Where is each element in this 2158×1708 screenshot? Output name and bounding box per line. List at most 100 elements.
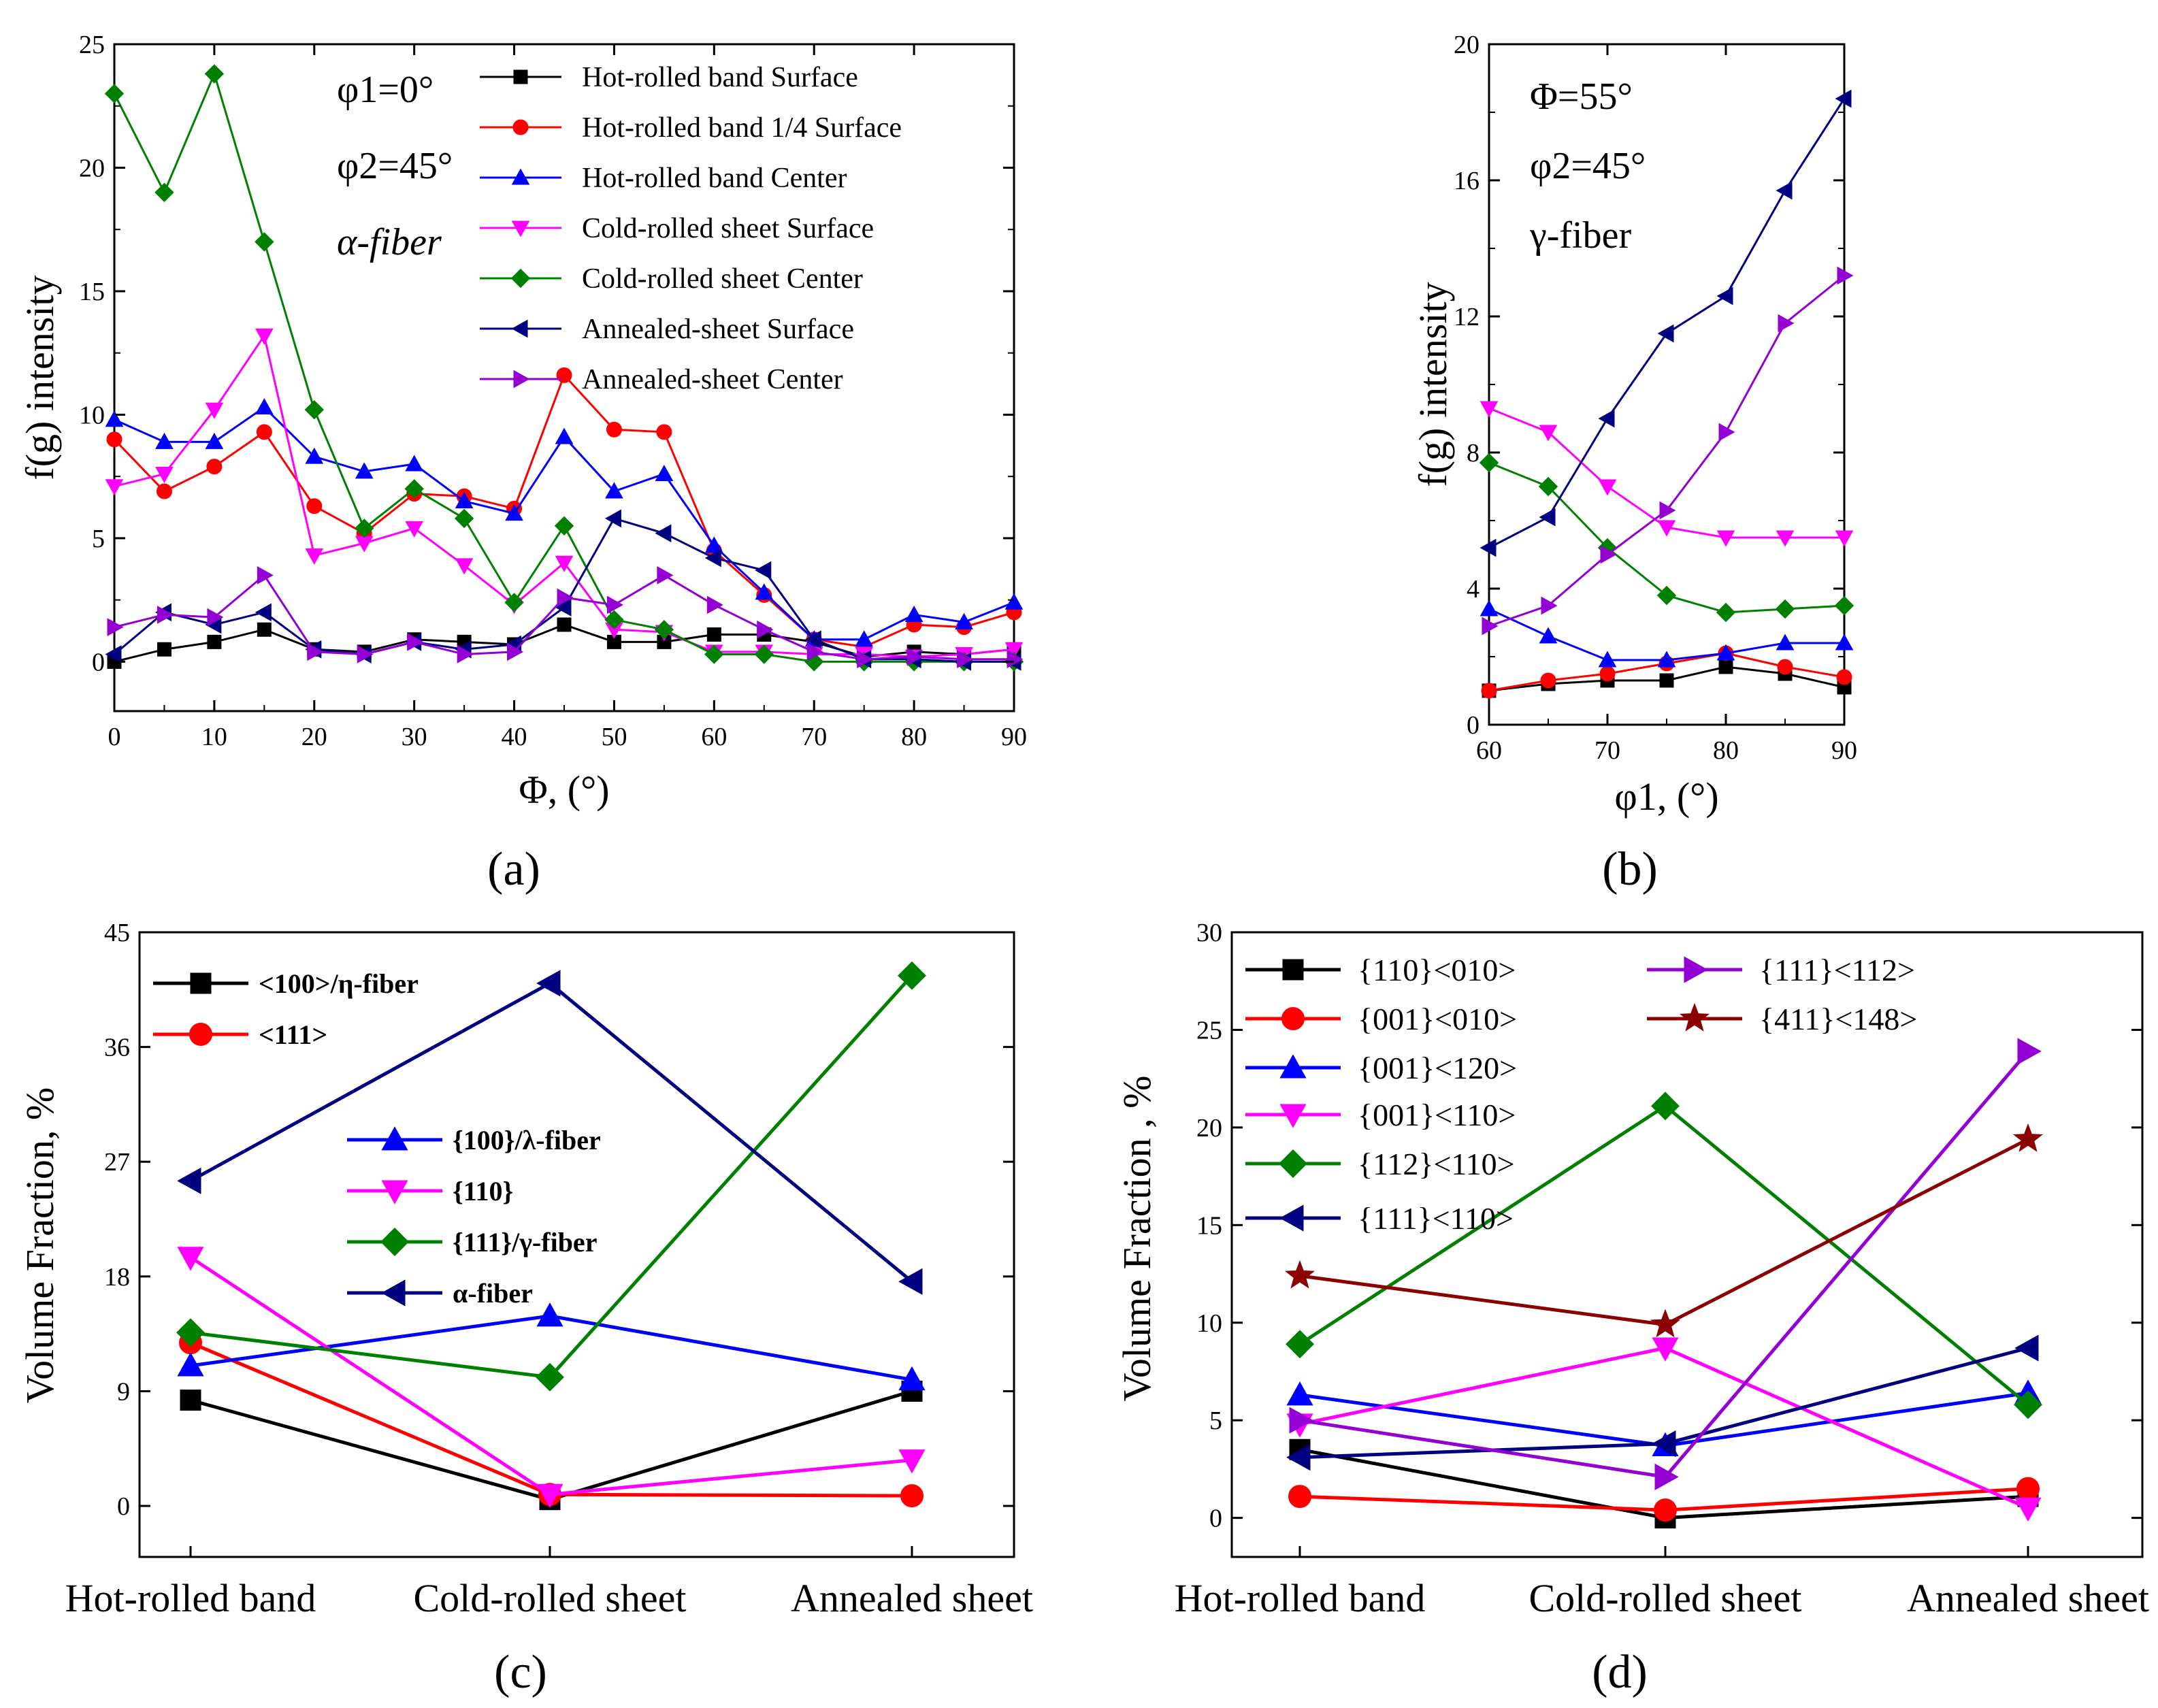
- panel-c-data-point: [536, 1483, 563, 1508]
- panel-d-data-point: [1652, 1337, 1679, 1362]
- panel-d-y-axis-title: Volume Fraction , %: [1115, 1076, 1159, 1402]
- panel-a-legend-entry-hot-rolled-band-surface: Hot-rolled band Surface: [480, 62, 858, 93]
- panel-b-data-point: [1479, 600, 1499, 617]
- panel-d-legend-entry-001-110: {001}<110>: [1245, 1098, 1516, 1132]
- panel-a-data-point: [605, 482, 623, 499]
- panel-d-category-label: Cold-rolled sheet: [1528, 1576, 1801, 1620]
- panel-d-legend-label: {111}<110>: [1358, 1201, 1514, 1236]
- panel-d-data-point: [1654, 1498, 1677, 1522]
- panel-a-data-point: [305, 548, 324, 565]
- panel-b-data-point: [1659, 501, 1676, 520]
- panel-c-y-tick-label: 27: [104, 1148, 130, 1177]
- panel-b-data-point: [1598, 651, 1617, 668]
- panel-a-data-point: [557, 617, 572, 632]
- panel-c-category-label: Cold-rolled sheet: [413, 1576, 686, 1620]
- panel-a-x-tick-label: 0: [108, 723, 121, 751]
- panel-c-data-point: [900, 1484, 923, 1508]
- panel-a-data-point: [855, 630, 874, 647]
- panel-a-data-point: [706, 595, 723, 614]
- panel-a-data-point: [704, 536, 723, 553]
- panel-a-data-point: [156, 483, 172, 499]
- panel-c-data-point: [536, 970, 561, 997]
- panel-b-data-point: [1482, 617, 1499, 636]
- panel-b-data-point: [1479, 401, 1499, 418]
- panel-a-data-point: [655, 465, 674, 482]
- panel-c-legend-marker: [380, 1228, 409, 1256]
- panel-a-x-tick-label: 10: [201, 723, 227, 751]
- panel-a-data-point: [105, 410, 124, 427]
- panel-a-legend-entry-cold-rolled-sheet-surface: Cold-rolled sheet Surface: [480, 213, 874, 244]
- panel-d-data-point: [2014, 1334, 2039, 1362]
- panel-a-data-point: [104, 84, 125, 103]
- panel-a-annotation-phi2: φ2=45°: [337, 145, 453, 187]
- panel-c-legend: <100>/η-fiber <111> {100}/λ-fiber {110} {111…: [153, 968, 601, 1309]
- panel-d-data-point: [1286, 1330, 1314, 1359]
- panel-d-category-label: Annealed sheet: [1907, 1576, 2149, 1620]
- panel-c-legend-marker: [381, 1180, 408, 1204]
- panel-b-chart: 0 4 8 12 16 20 60 70 80 90 φ1, (°) f(g) intensity…: [1411, 31, 1857, 896]
- panel-a-x-tick-label: 70: [801, 723, 827, 751]
- panel-c-data-point: [177, 1247, 204, 1271]
- panel-a-series-annealed-sheet-center: [107, 566, 1024, 669]
- panel-a-annotation-fiber: α-fiber: [337, 221, 442, 263]
- panel-a-data-point: [504, 593, 524, 612]
- panel-b-x-tick-label: 80: [1713, 736, 1739, 765]
- panel-b-y-tick-label: 8: [1467, 439, 1479, 467]
- panel-d-legend-entry-111-110: {111}<110>: [1245, 1201, 1514, 1236]
- panel-c-legend-marker: [190, 972, 212, 994]
- panel-b-data-point: [1479, 453, 1499, 473]
- panel-c-data-point: [536, 1362, 564, 1392]
- panel-a-data-point: [755, 561, 772, 580]
- panel-a-legend-marker: [510, 268, 531, 289]
- panel-b-data-point: [1776, 181, 1793, 200]
- panel-c-series-111: [179, 1331, 923, 1508]
- panel-c-category-label: Hot-rolled band: [65, 1576, 316, 1620]
- panel-a-data-point: [757, 620, 774, 639]
- panel-d-data-point: [1288, 1485, 1311, 1509]
- panel-c-label: (c): [494, 1646, 547, 1698]
- panel-c-legend-entry-100-fiber: <100>/η-fiber: [153, 968, 419, 999]
- panel-a-legend-label: Hot-rolled band Center: [582, 163, 847, 194]
- panel-a-data-point: [107, 618, 124, 636]
- panel-c-chart: 0 9 18 27 36 45 Hot-rolled band Cold-rolled she…: [18, 919, 1033, 1698]
- panel-a-x-tick-label: 50: [601, 723, 627, 751]
- panel-a-legend-label: Annealed-sheet Surface: [582, 314, 854, 345]
- panel-a-data-point: [555, 598, 572, 617]
- panel-d-data-point: [1284, 1260, 1315, 1289]
- panel-a-data-point: [206, 459, 223, 475]
- panel-d-y-tick-label: 0: [1209, 1505, 1222, 1533]
- panel-a-data-point: [804, 630, 821, 649]
- panel-a-data-point: [606, 421, 622, 438]
- panel-a-data-point: [305, 447, 324, 464]
- panel-a-legend-marker: [511, 319, 528, 338]
- panel-d-y-tick-label: 20: [1196, 1114, 1222, 1143]
- panel-a-data-point: [205, 402, 224, 419]
- panel-a-y-axis-title: f(g) intensity: [18, 275, 62, 480]
- panel-b-label: (b): [1602, 843, 1658, 896]
- panel-a-series-hot-rolled-band-center: [105, 398, 1024, 647]
- panel-b-data-point: [1716, 644, 1735, 661]
- panel-a-data-point: [204, 64, 225, 84]
- panel-c-data-point: [898, 1366, 926, 1391]
- panel-a-data-point: [205, 432, 224, 449]
- panel-d-series-112-110: [1286, 1091, 2042, 1419]
- panel-c-data-point: [536, 1302, 563, 1327]
- panel-d-legend-entry-112-110: {112}<110>: [1245, 1147, 1515, 1181]
- panel-b-data-point: [1716, 530, 1735, 547]
- panel-c-legend-entry-100-fiber: {100}/λ-fiber: [347, 1125, 601, 1155]
- panel-b-data-point: [1479, 538, 1497, 557]
- panel-a-data-point: [155, 467, 174, 484]
- panel-a-legend-entry-cold-rolled-sheet-center: Cold-rolled sheet Center: [480, 263, 863, 295]
- panel-a-data-point: [857, 650, 874, 669]
- panel-c-y-tick-label: 45: [104, 919, 130, 947]
- panel-a-data-point: [655, 524, 672, 543]
- panel-a-legend-label: Cold-rolled sheet Center: [582, 263, 863, 295]
- panel-b-y-tick-label: 12: [1454, 303, 1479, 331]
- panel-c-legend-marker: [189, 1023, 212, 1046]
- panel-c-plot-frame: [138, 931, 1015, 1558]
- panel-b-annotation-phi: Φ=55°: [1530, 76, 1633, 118]
- panel-d-data-point: [2017, 1038, 2042, 1065]
- panel-a-data-point: [404, 479, 424, 499]
- panel-d-legend-label: {001}<010>: [1358, 1002, 1517, 1036]
